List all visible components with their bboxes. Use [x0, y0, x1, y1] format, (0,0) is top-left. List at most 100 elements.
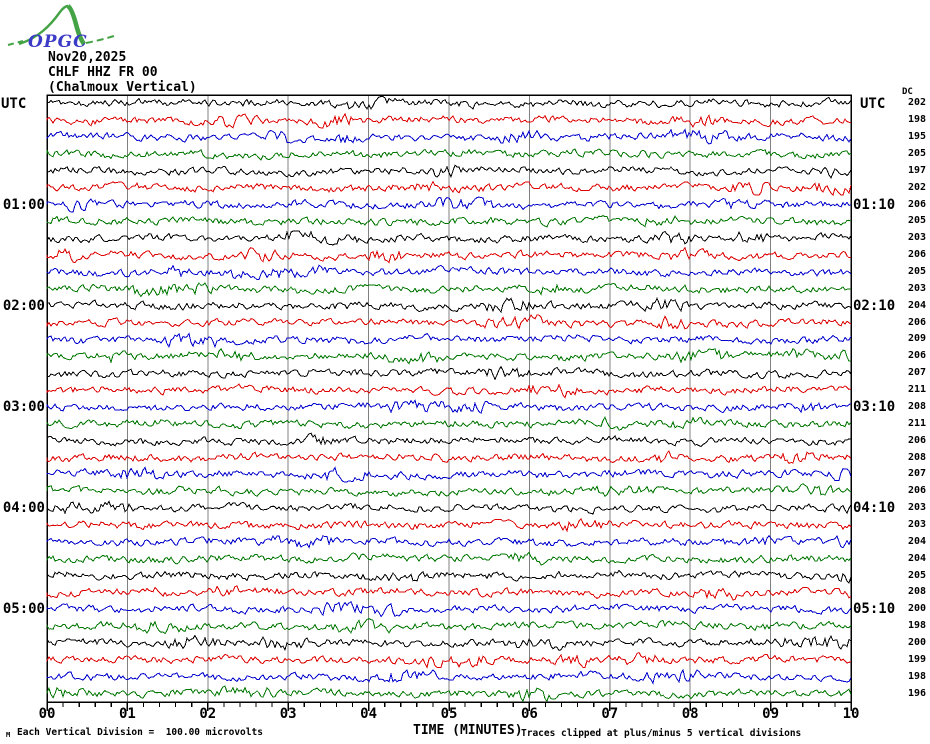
utc-time-label-left: 05:00: [2, 601, 45, 618]
seismogram-trace-03:50: [46, 483, 852, 497]
corner-mark: M: [6, 731, 11, 739]
x-tick-label: 10: [842, 706, 860, 722]
dc-column-header: DC: [902, 87, 913, 97]
dc-offset-value: 203: [907, 232, 926, 244]
seismogram-trace-04:00: [46, 500, 852, 515]
seismogram-trace-05:00: [46, 601, 852, 618]
dc-offset-value: 207: [907, 367, 926, 379]
utc-time-label-right: 01:10: [853, 196, 896, 213]
x-tick-label: 00: [38, 706, 56, 722]
seismogram-trace-03:10: [46, 416, 852, 431]
dc-offset-value: 208: [907, 586, 926, 598]
dc-offset-value: 205: [907, 148, 926, 159]
dc-offset-value: 204: [907, 299, 926, 311]
seismogram-trace-01:30: [46, 246, 852, 264]
x-tick-label: 04: [360, 706, 378, 722]
seismogram-trace-02:10: [46, 314, 852, 330]
dc-offset-value: 206: [907, 316, 926, 328]
dc-offset-value: 204: [907, 535, 926, 547]
utc-time-label-left: 01:00: [2, 196, 45, 213]
dc-offset-value: 206: [907, 350, 926, 362]
dc-offset-value: 208: [907, 400, 926, 412]
clip-note: Traces clipped at plus/minus 5 vertical …: [521, 728, 802, 739]
seismogram-trace-04:30: [46, 551, 852, 566]
seismogram-trace-02:50: [46, 383, 852, 399]
dc-offset-value: 211: [907, 417, 926, 429]
dc-offset-value: 198: [907, 670, 926, 682]
seismogram-trace-01:20: [46, 230, 852, 246]
x-tick-label: 08: [681, 706, 699, 722]
logo-curve-fall: [66, 4, 86, 46]
dc-offset-value: 200: [907, 636, 926, 648]
dc-offset-value: 202: [907, 97, 926, 109]
header-description: (Chalmoux Vertical): [48, 80, 197, 95]
scale-note: Each Vertical Division = 100.00 microvol…: [17, 727, 263, 738]
dc-offset-value: 197: [907, 164, 926, 176]
seismogram-trace-04:20: [46, 534, 852, 549]
seismogram-trace-02:40: [46, 365, 852, 381]
dc-offset-value: 195: [907, 131, 926, 143]
dc-offset-value: 207: [907, 468, 926, 480]
seismogram-trace-04:40: [46, 569, 852, 584]
seismogram-trace-00:30: [46, 148, 852, 161]
seismogram-trace-02:00: [46, 297, 852, 313]
x-tick-label: 02: [199, 706, 217, 722]
seismogram-trace-03:40: [46, 466, 852, 483]
seismogram-trace-04:10: [46, 517, 852, 533]
x-tick-label: 07: [601, 706, 619, 722]
seismogram-trace-01:40: [46, 264, 852, 280]
dc-offset-value: 198: [907, 620, 926, 632]
dc-offset-value: 205: [907, 215, 926, 227]
x-tick-label: 09: [762, 706, 780, 722]
seismogram-trace-05:20: [46, 634, 852, 652]
dc-offset-value: 208: [907, 451, 926, 463]
dc-offset-value: 202: [907, 181, 926, 193]
dc-offset-value: 203: [907, 282, 926, 294]
utc-time-label-left: 04:00: [2, 500, 45, 517]
seismogram-trace-03:00: [46, 399, 852, 415]
dc-offset-value: 203: [907, 502, 926, 514]
dc-offset-value: 206: [907, 434, 926, 446]
seismogram-trace-05:40: [46, 668, 852, 685]
x-tick-label: 05: [440, 706, 458, 722]
seismogram-trace-01:50: [46, 282, 851, 298]
dc-offset-value: 211: [907, 384, 926, 396]
opgc-logo: OPGC: [7, 4, 115, 52]
x-tick-label: 06: [520, 706, 538, 722]
dc-offset-value: 205: [907, 266, 926, 278]
dc-offset-value: 206: [907, 198, 926, 210]
x-tick-label: 01: [118, 706, 136, 722]
seismogram-trace-05:10: [46, 618, 852, 635]
seismogram-trace-00:50: [46, 180, 852, 197]
utc-left-header: UTC: [1, 96, 27, 112]
header-date: Nov20,2025: [48, 50, 127, 65]
utc-time-label-right: 02:10: [853, 297, 896, 314]
seismogram-trace-02:20: [46, 332, 852, 349]
seismogram-trace-00:00: [46, 96, 852, 111]
seismogram-trace-00:40: [46, 164, 852, 179]
utc-time-label-left: 03:00: [2, 398, 45, 415]
dc-offset-value: 209: [907, 333, 926, 345]
seismogram-trace-05:50: [46, 685, 852, 703]
dc-offset-value: 203: [907, 518, 926, 530]
header-station: CHLF HHZ FR 00: [48, 65, 158, 80]
logo-dash-left: [7, 40, 24, 46]
dc-offset-value: 196: [907, 687, 926, 699]
dc-offset-value: 205: [907, 569, 926, 581]
x-axis-title: TIME (MINUTES): [413, 723, 523, 738]
seismogram-trace-00:10: [46, 112, 852, 129]
logo-text: OPGC: [28, 32, 88, 52]
seismogram-trace-01:00: [46, 196, 852, 213]
dc-offset-value: 198: [907, 114, 926, 126]
x-tick-label: 03: [279, 706, 297, 722]
dc-offset-value: 200: [907, 603, 926, 615]
utc-time-label-right: 04:10: [853, 500, 896, 517]
logo-dash-right: [85, 35, 115, 44]
seismogram-trace-00:20: [46, 128, 852, 145]
utc-right-header: UTC: [860, 96, 886, 112]
logo-curve-rise: [18, 4, 69, 46]
seismogram-trace-05:30: [46, 651, 852, 669]
seismogram-trace-01:10: [46, 215, 852, 228]
seismogram-trace-03:20: [46, 432, 851, 448]
